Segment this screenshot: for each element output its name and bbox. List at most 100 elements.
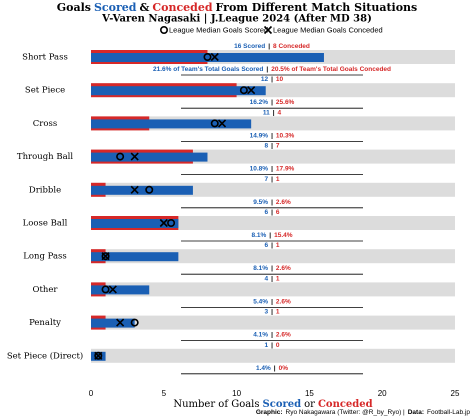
count-label: 8 | 7 bbox=[264, 142, 279, 149]
conceded-count: 6 bbox=[276, 209, 280, 216]
median-marker bbox=[247, 86, 256, 95]
median-marker bbox=[101, 285, 110, 294]
bar-scored bbox=[91, 152, 208, 162]
count-label: 16 Scored | 8 Conceded bbox=[234, 43, 310, 50]
bar-scored bbox=[91, 185, 193, 195]
scored-pct: 21.6% of Team's Total Goals Scored bbox=[153, 66, 263, 73]
category-label: Penalty bbox=[29, 318, 61, 328]
pct-label: 8.1% | 2.6% bbox=[253, 265, 291, 272]
scored-pct: 16.2% bbox=[250, 99, 269, 106]
conceded-pct: 20.5% of Team's Total Goals Conceded bbox=[271, 66, 391, 73]
count-label: 11 | 4 bbox=[263, 109, 282, 116]
legend-label: League Median Goals Scored bbox=[169, 25, 268, 34]
separator: | bbox=[271, 275, 273, 282]
median-marker bbox=[116, 152, 125, 161]
title-part: Goals bbox=[57, 1, 91, 14]
x-label-part: Conceded bbox=[318, 399, 373, 410]
separator: | bbox=[271, 165, 273, 172]
separator: | bbox=[271, 176, 273, 183]
scored-count: 6 bbox=[264, 209, 268, 216]
median-marker bbox=[130, 185, 139, 194]
separator: | bbox=[271, 209, 273, 216]
separator: | bbox=[271, 132, 273, 139]
background-bar bbox=[91, 348, 455, 363]
bar-scored bbox=[91, 318, 135, 328]
conceded-pct: 25.6% bbox=[276, 99, 295, 106]
conceded-count: 1 bbox=[276, 308, 280, 315]
scored-pct: 14.9% bbox=[250, 132, 269, 139]
pct-label: 16.2% | 25.6% bbox=[250, 99, 295, 106]
conceded-count: 7 bbox=[276, 142, 280, 149]
pct-label: 4.1% | 2.6% bbox=[253, 331, 291, 338]
median-marker bbox=[263, 25, 273, 35]
scored-pct: 8.1% bbox=[253, 265, 268, 272]
background-bar bbox=[91, 282, 455, 297]
bar-scored bbox=[91, 119, 252, 129]
category-label: Other bbox=[33, 285, 59, 295]
pct-label: 10.8% | 17.9% bbox=[250, 165, 295, 172]
separator: | bbox=[273, 109, 275, 116]
category-label: Set Piece (Direct) bbox=[7, 350, 83, 361]
separator: | bbox=[271, 342, 273, 349]
median-marker bbox=[217, 119, 227, 128]
x-tick-label: 0 bbox=[89, 389, 94, 398]
separator: | bbox=[271, 242, 273, 249]
chart-subtitle: V-Varen Nagasaki | J.League 2024 (After … bbox=[101, 14, 372, 25]
median-marker bbox=[159, 218, 168, 228]
pct-label: 8.1% | 15.4% bbox=[251, 232, 292, 239]
category-label: Through Ball bbox=[17, 152, 73, 162]
median-marker bbox=[101, 252, 110, 261]
pct-label: 1.4% | 0% bbox=[256, 365, 288, 372]
x-label-part: Scored bbox=[263, 399, 302, 410]
separator: | bbox=[271, 331, 273, 338]
bar-scored bbox=[91, 285, 150, 295]
separator: | bbox=[268, 43, 270, 50]
median-marker bbox=[210, 119, 219, 128]
conceded-count: 4 bbox=[278, 109, 282, 116]
median-marker bbox=[101, 252, 110, 261]
scored-count: 11 bbox=[263, 109, 270, 116]
scored-count: 16 Scored bbox=[234, 43, 265, 50]
x-axis-label: Number of Goals Scored or Conceded bbox=[173, 399, 372, 410]
category-label: Cross bbox=[33, 119, 57, 129]
caption-part: Football-Lab.jp bbox=[427, 409, 470, 416]
scored-pct: 5.4% bbox=[253, 298, 268, 305]
median-marker bbox=[94, 351, 103, 360]
count-label: 6 | 6 bbox=[264, 209, 279, 216]
x-tick-label: 15 bbox=[305, 389, 314, 398]
x-label-part: or bbox=[304, 399, 315, 410]
caption-part: Data: bbox=[408, 409, 424, 416]
category-label: Set Piece bbox=[25, 86, 65, 96]
scored-count: 3 bbox=[264, 308, 268, 315]
median-marker bbox=[203, 52, 212, 61]
title-part: From Different Match Situations bbox=[216, 1, 418, 14]
separator: | bbox=[274, 365, 276, 372]
title-part: Scored bbox=[94, 1, 137, 14]
scored-pct: 4.1% bbox=[253, 331, 268, 338]
scored-pct: 9.5% bbox=[253, 199, 268, 206]
caption: Graphic: Ryo Nakagawara (Twitter: @R_by_R… bbox=[256, 409, 471, 416]
median-marker bbox=[167, 219, 176, 228]
conceded-count: 0 bbox=[276, 342, 280, 349]
scored-count: 1 bbox=[264, 342, 268, 349]
pct-label: 5.4% | 2.6% bbox=[253, 298, 291, 305]
bar-scored bbox=[91, 86, 266, 96]
conceded-pct: 2.6% bbox=[276, 199, 291, 206]
background-bar bbox=[91, 249, 455, 264]
background-bar bbox=[91, 216, 455, 230]
caption-part: Graphic: bbox=[256, 409, 283, 416]
separator: | bbox=[271, 76, 273, 83]
median-marker bbox=[239, 86, 248, 95]
conceded-count: 1 bbox=[276, 176, 280, 183]
x-tick-label: 20 bbox=[378, 389, 387, 398]
separator: | bbox=[271, 199, 273, 206]
pct-label: 9.5% | 2.6% bbox=[253, 199, 291, 206]
title-part: & bbox=[139, 1, 149, 14]
conceded-pct: 15.4% bbox=[274, 232, 293, 239]
conceded-count: 10 bbox=[276, 76, 284, 83]
count-label: 12 | 10 bbox=[261, 76, 284, 83]
count-label: 4 | 1 bbox=[264, 275, 279, 282]
median-marker bbox=[108, 285, 117, 294]
separator: | bbox=[271, 142, 273, 149]
x-tick-label: 25 bbox=[451, 389, 460, 398]
